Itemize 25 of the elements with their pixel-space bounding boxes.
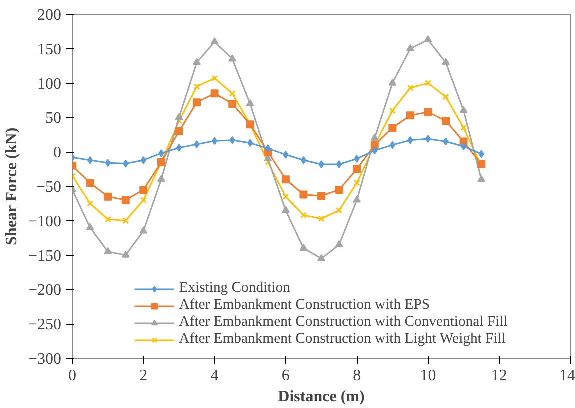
legend-label: After Embankment Construction with Conventional Fill	[179, 314, 508, 331]
legend-label: After Embankment Construction with EPS	[179, 297, 430, 314]
x-axis-title: Distance (m)	[278, 388, 365, 406]
y-tick-label: −300	[28, 351, 62, 368]
x-tick-label: 2	[140, 368, 148, 384]
x-tick-label: 6	[282, 368, 290, 384]
x-tick-label: 8	[353, 368, 362, 384]
y-tick-label: 150	[38, 41, 62, 58]
x-tick-label: 10	[420, 368, 436, 384]
y-tick-label: −200	[28, 282, 62, 300]
x-tick-label: 0	[68, 368, 76, 384]
y-tick-label: 0	[54, 144, 62, 162]
x-tick-label: 12	[491, 368, 508, 384]
y-tick-label: −250	[28, 316, 62, 334]
x-tick-label: 4	[210, 368, 219, 384]
y-tick-label: −150	[28, 248, 62, 265]
y-axis-title: Shear Force (kN)	[3, 128, 20, 246]
y-tick-label: 50	[46, 110, 62, 128]
y-tick-label: 200	[38, 7, 62, 24]
y-tick-label: 100	[38, 76, 62, 93]
y-tick-label: −50	[36, 179, 62, 196]
legend-label: After Embankment Construction with Light Weight Fill	[179, 331, 506, 348]
y-tick-label: −100	[28, 213, 62, 230]
legend-label: Existing Condition	[179, 280, 290, 297]
x-tick-label: 14	[560, 368, 575, 384]
